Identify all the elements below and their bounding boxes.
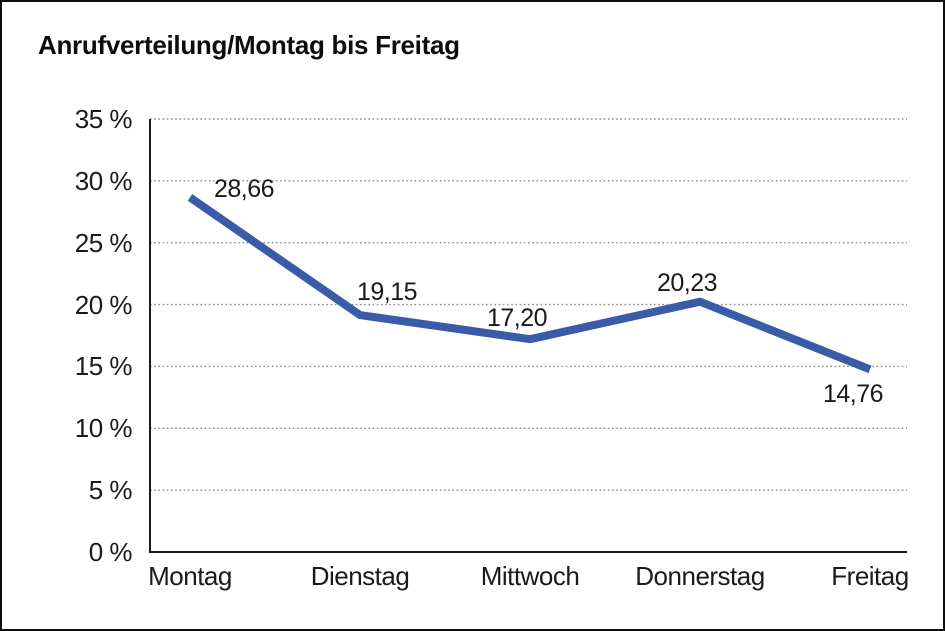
y-tick-label: 0 % [88,537,133,567]
y-tick-label: 35 % [74,104,133,134]
y-tick-label: 25 % [74,227,133,258]
y-tick-label: 15 % [74,351,133,382]
x-category-label: Donnerstag [635,561,765,591]
y-tick-label: 10 % [74,413,133,444]
x-category-label: Dienstag [310,561,410,591]
y-tick-label: 30 % [74,165,133,196]
y-tick-label: 20 % [74,289,133,320]
data-point-label: 28,66 [213,175,275,204]
data-point-label: 20,23 [656,268,718,297]
chart-title: Anrufverteilung/Montag bis Freitag [38,30,460,60]
data-point-label: 14,76 [822,380,884,409]
y-tick-label: 5 % [88,475,133,506]
x-category-label: Mittwoch [480,561,580,591]
x-category-label: Montag [148,561,232,591]
data-point-label: 17,20 [486,304,548,333]
x-category-label: Freitag [831,561,909,591]
data-point-label: 19,15 [356,278,418,307]
